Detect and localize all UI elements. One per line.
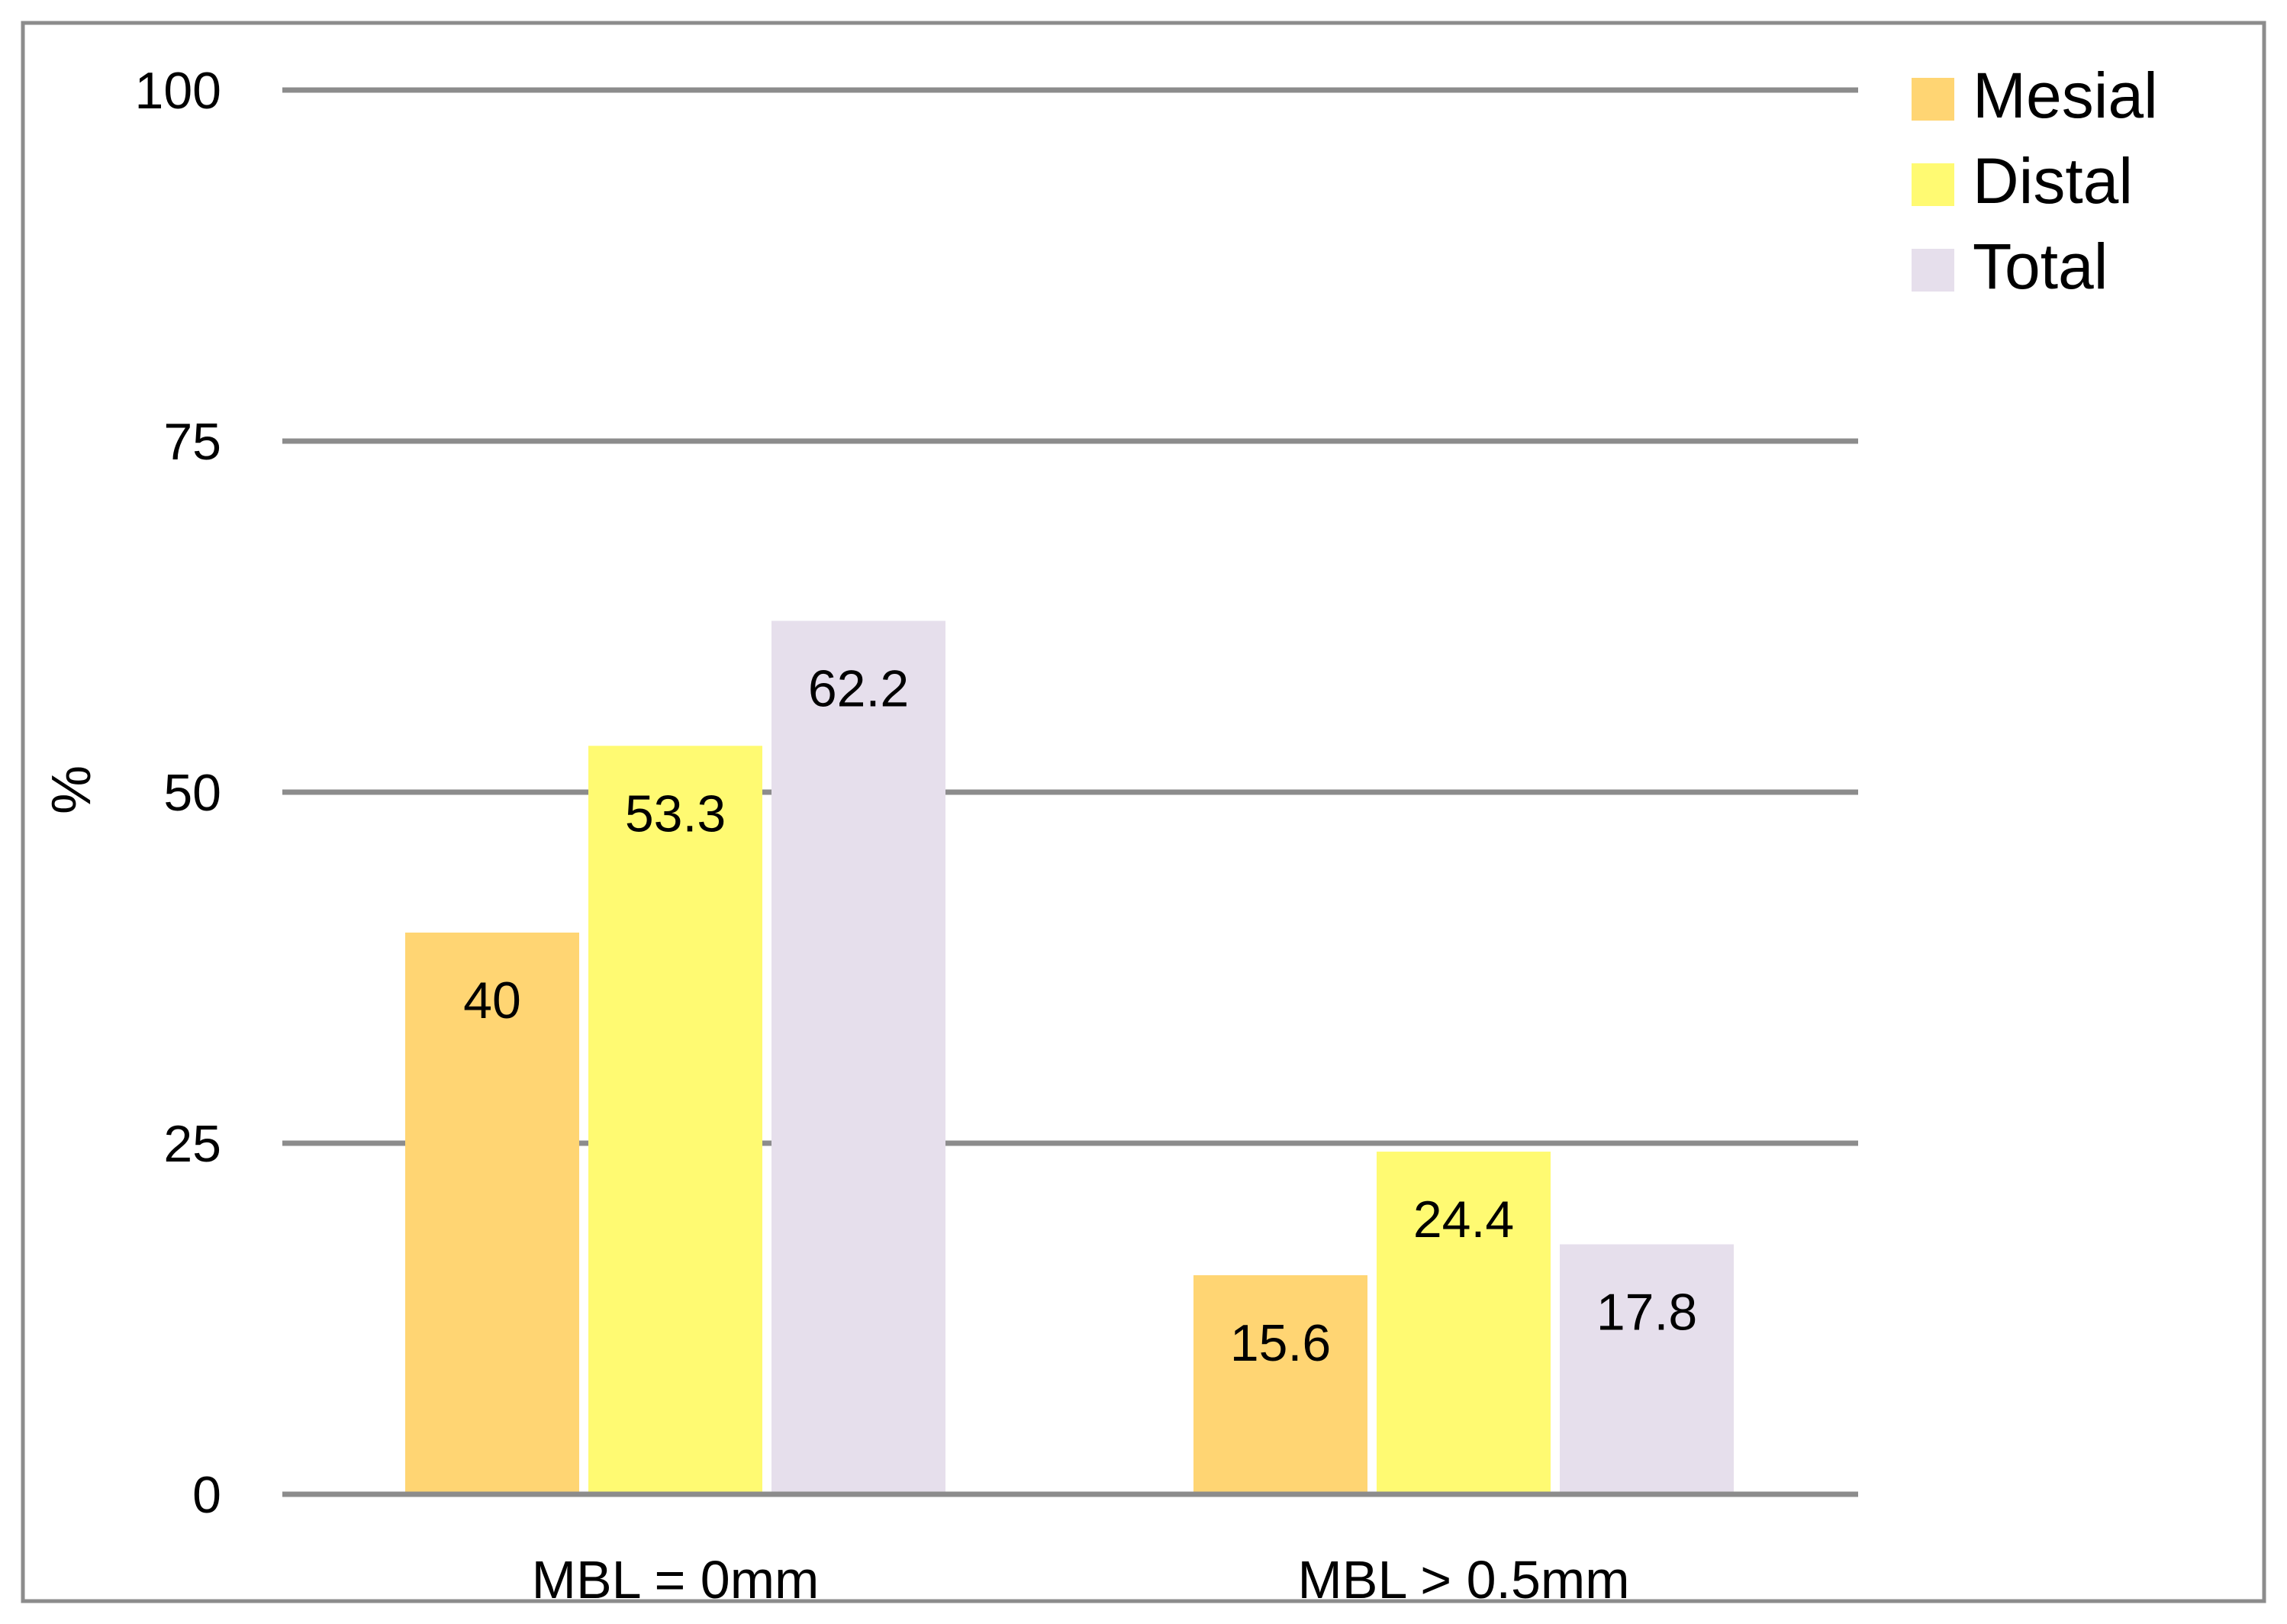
y-tick-label: 50 [163,764,221,822]
bar-total-1 [771,620,945,1494]
y-tick-label: 100 [135,62,221,120]
data-label-mesial-1: 40 [463,972,521,1030]
legend-label-mesial: Mesial [1973,60,2158,131]
legend-label-distal: Distal [1973,145,2133,217]
x-category-label: MBL > 0.5mm [1297,1550,1629,1610]
legend-swatch-mesial [1912,78,1954,121]
legend-swatch-total [1912,249,1954,292]
y-axis-ticks: 0 25 50 75 100 [135,62,221,1524]
y-tick-label: 0 [192,1466,221,1524]
bar-total-2 [1560,1244,1734,1494]
bar-mesial-2 [1193,1274,1367,1494]
data-label-total-2: 17.8 [1596,1283,1697,1341]
bar-distal-1 [588,746,762,1494]
data-label-total-1: 62.2 [808,660,909,718]
legend-swatch-distal [1912,163,1954,206]
legend-label-total: Total [1973,230,2108,302]
data-label-distal-1: 53.3 [625,785,726,843]
data-labels: 40 53.3 62.2 15.6 24.4 17.8 [463,660,1697,1372]
bar-mesial-1 [405,933,579,1494]
data-label-mesial-2: 15.6 [1230,1314,1331,1372]
legend: Mesial Distal Total [1912,60,2158,302]
y-axis-label: % [41,765,102,814]
x-category-label: MBL = 0mm [532,1550,820,1610]
bar-distal-2 [1377,1152,1551,1494]
x-axis-categories: MBL = 0mm MBL > 0.5mm [532,1550,1630,1610]
y-tick-label: 75 [163,413,221,471]
chart-border [21,21,2266,1603]
y-tick-label: 25 [163,1115,221,1173]
data-label-distal-2: 24.4 [1413,1191,1514,1249]
bars [282,620,1858,1497]
